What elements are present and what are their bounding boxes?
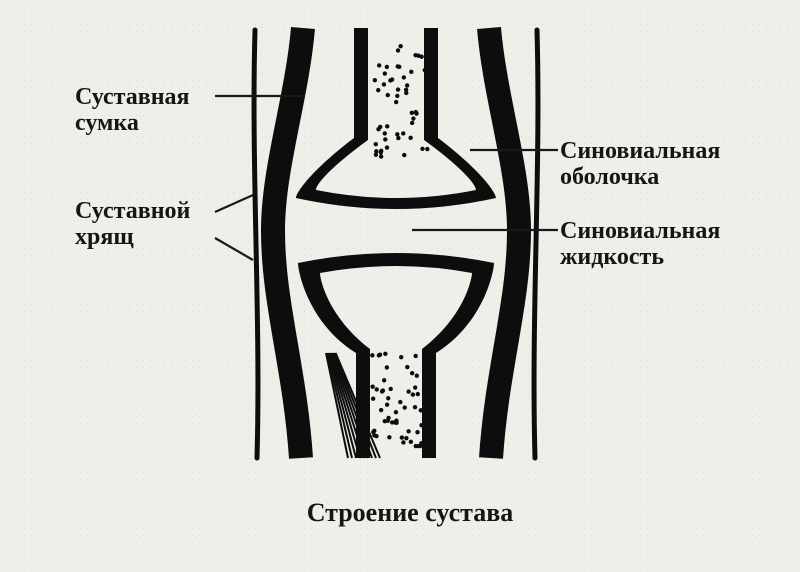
label-capsule-line1: Суставная xyxy=(75,84,190,110)
figure-caption: Строение сустава xyxy=(250,498,570,528)
label-synovial-membrane-line2: оболочка xyxy=(560,164,659,190)
label-synovial-membrane-line1: Синовиальная xyxy=(560,138,720,164)
label-capsule: Суставная сумка xyxy=(75,84,190,137)
label-cartilage-line2: хрящ xyxy=(75,224,134,250)
label-synovial-membrane: Синовиальная оболочка xyxy=(560,138,720,191)
label-synovial-fluid-line1: Синовиальная xyxy=(560,218,720,244)
label-capsule-line2: сумка xyxy=(75,110,139,136)
label-synovial-fluid-line2: жидкость xyxy=(560,244,664,270)
label-cartilage-line1: Суставной xyxy=(75,198,190,224)
label-synovial-fluid: Синовиальная жидкость xyxy=(560,218,720,271)
label-cartilage: Суставной хрящ xyxy=(75,198,190,251)
page: Суставная сумка Суставной хрящ Синовиаль… xyxy=(0,0,800,572)
